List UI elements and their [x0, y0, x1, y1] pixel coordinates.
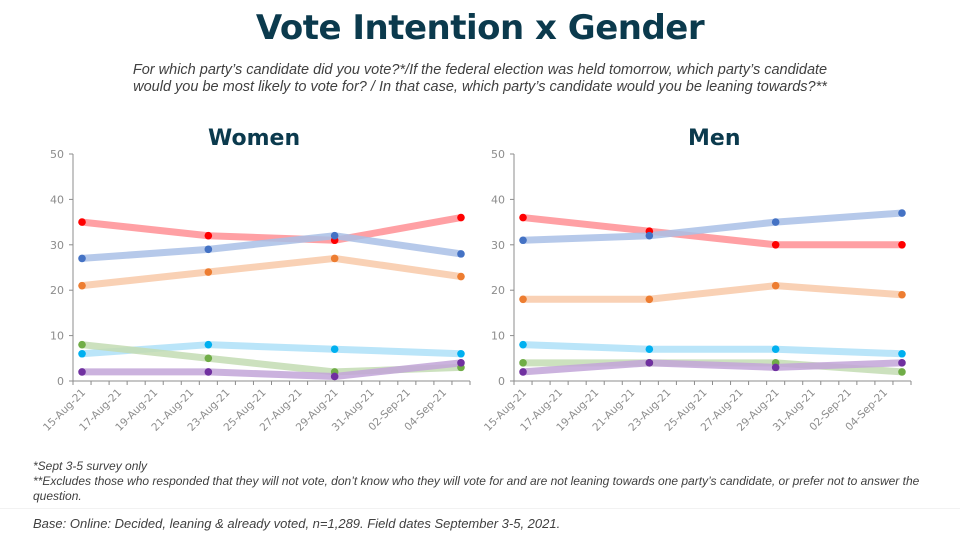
- women-point-orange: [457, 272, 465, 281]
- footnote-exclusions: **Excludes those who responded that they…: [33, 474, 920, 503]
- men-point-cyan: [519, 340, 527, 349]
- men-point-purple: [645, 359, 654, 367]
- base-note: Base: Online: Decided, leaning & already…: [33, 516, 561, 531]
- men-point-red: [771, 241, 780, 249]
- men-point-blue: [645, 231, 654, 240]
- men-point-orange: [645, 295, 654, 304]
- men-point-cyan: [898, 349, 906, 358]
- men-series-line-red: [522, 214, 902, 249]
- men-point-blue: [898, 209, 906, 217]
- men-point-purple: [519, 368, 527, 376]
- subtitle-line-1: For which party’s candidate did you vote…: [132, 62, 828, 78]
- women-y-tick-label: 10: [50, 330, 64, 343]
- men-y-tick-label: 40: [491, 193, 505, 206]
- women-y-tick-label: 30: [50, 239, 64, 252]
- subtitle-line-2: would you be most likely to vote for? / …: [133, 79, 827, 95]
- men-point-cyan: [771, 345, 780, 354]
- women-point-red: [78, 218, 86, 226]
- women-point-red: [204, 231, 213, 240]
- women-point-red: [457, 213, 465, 222]
- men-point-green: [519, 359, 527, 367]
- men-chart-title: Men: [688, 126, 741, 151]
- women-y-tick-label: 40: [50, 193, 64, 206]
- men-y-tick-label: 30: [491, 239, 505, 252]
- men-y-tick-label: 50: [491, 148, 505, 161]
- men-point-orange: [771, 281, 780, 290]
- men-point-blue: [771, 218, 780, 226]
- footer-divider: [0, 508, 960, 509]
- women-y-tick-label: 20: [50, 284, 64, 297]
- men-point-blue: [519, 236, 527, 245]
- women-point-purple: [457, 359, 465, 367]
- men-point-orange: [898, 290, 906, 299]
- men-point-cyan: [645, 345, 654, 354]
- men-y-tick-label: 20: [491, 284, 505, 297]
- women-point-purple: [330, 372, 339, 381]
- page-title: Vote Intention x Gender: [255, 8, 705, 48]
- subtitle: For which party’s candidate did you vote…: [60, 62, 900, 96]
- men-point-purple: [771, 363, 780, 372]
- women-point-purple: [78, 368, 86, 376]
- men-y-tick-label: 10: [491, 330, 505, 343]
- women-point-blue: [457, 250, 465, 258]
- women-point-cyan: [78, 349, 86, 358]
- women-point-green: [204, 354, 213, 363]
- women-point-cyan: [204, 340, 213, 349]
- men-chart: 0102030405015-Aug-2117-Aug-2119-Aug-2121…: [482, 148, 912, 434]
- women-point-blue: [78, 254, 86, 263]
- women-series-line-purple: [82, 359, 462, 380]
- women-series-line-orange: [81, 254, 462, 290]
- footnote-survey: *Sept 3-5 survey only: [33, 459, 148, 473]
- men-point-red: [898, 241, 906, 249]
- women-point-orange: [330, 254, 339, 263]
- women-point-purple: [204, 368, 213, 376]
- women-series-line-red: [81, 214, 462, 244]
- women-y-tick-label: 0: [57, 375, 64, 388]
- men-series-line-blue: [522, 209, 903, 244]
- men-series-line-cyan: [522, 341, 903, 358]
- women-point-blue: [330, 231, 339, 240]
- men-point-orange: [519, 295, 527, 304]
- women-point-orange: [204, 268, 213, 276]
- women-chart: 0102030405015-Aug-2117-Aug-2119-Aug-2121…: [41, 148, 471, 434]
- women-y-tick-label: 50: [50, 148, 64, 161]
- women-point-blue: [204, 245, 213, 254]
- women-point-green: [78, 340, 86, 349]
- women-chart-title: Women: [208, 126, 301, 151]
- men-y-tick-label: 0: [498, 375, 505, 388]
- men-point-purple: [898, 359, 906, 367]
- men-point-green: [898, 368, 906, 376]
- women-series-line-blue: [81, 232, 462, 262]
- men-point-red: [519, 213, 527, 222]
- men-series-line-orange: [523, 282, 903, 303]
- women-point-orange: [78, 281, 86, 290]
- men-series-line-purple: [522, 359, 903, 376]
- women-point-cyan: [330, 345, 339, 354]
- women-point-cyan: [457, 349, 465, 358]
